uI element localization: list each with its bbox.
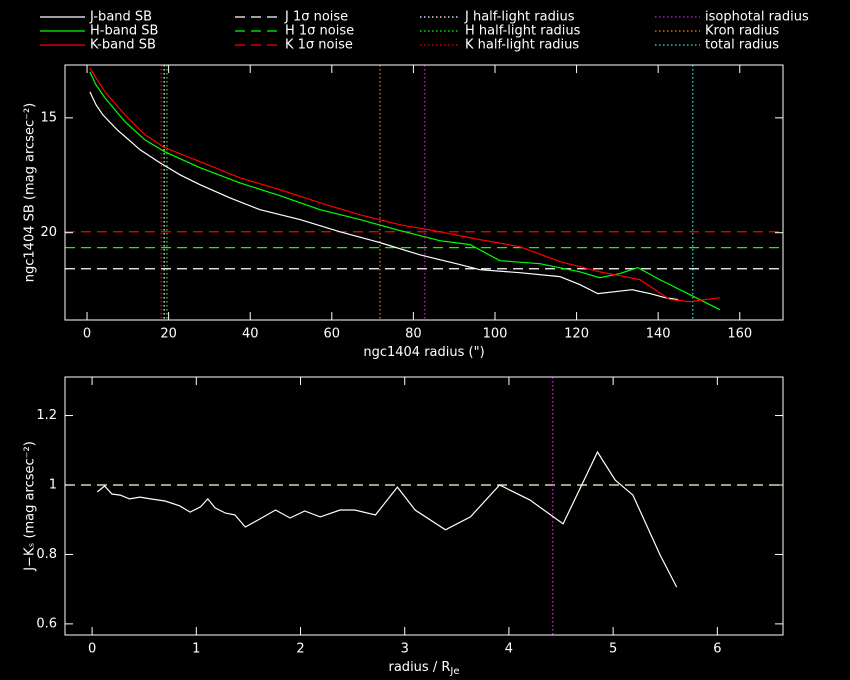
legend-label: H-band SB — [90, 24, 158, 39]
x-tick-label: 160 — [727, 327, 752, 342]
legend-label: H half-light radius — [465, 24, 581, 39]
y-tick-label: 0.6 — [36, 616, 57, 631]
x-axis-label: radius / RJe — [389, 660, 460, 678]
y-tick-label: 1 — [49, 477, 57, 492]
x-tick-label: 60 — [324, 327, 341, 342]
legend-label: K-band SB — [90, 38, 156, 53]
legend-label: H 1σ noise — [285, 24, 354, 39]
y-axis-label: J−Kₛ (mag arcsec⁻²) — [23, 441, 38, 572]
x-axis-label-text: radius / R — [389, 660, 451, 675]
legend-label: K 1σ noise — [285, 38, 353, 53]
x-tick-label: 6 — [713, 642, 721, 657]
legend-label: isophotal radius — [705, 10, 809, 25]
x-tick-label: 2 — [296, 642, 304, 657]
x-tick-label: 100 — [483, 327, 508, 342]
y-tick-label: 15 — [40, 110, 57, 125]
plot-area — [65, 65, 783, 320]
legend-label: J half-light radius — [464, 10, 575, 25]
x-tick-label: 40 — [242, 327, 259, 342]
x-tick-label: 0 — [88, 642, 96, 657]
x-axis-label-text: ngc1404 radius (") — [363, 345, 484, 360]
legend-label: J 1σ noise — [284, 10, 348, 25]
x-tick-label: 4 — [505, 642, 513, 657]
x-axis-label-subscript: Je — [449, 666, 459, 677]
x-tick-label: 3 — [401, 642, 409, 657]
data-line — [89, 71, 721, 311]
axes-frame — [64, 64, 784, 321]
y-tick-label: 1.2 — [36, 408, 57, 423]
legend-label: Kron radius — [705, 24, 779, 39]
x-tick-label: 5 — [609, 642, 617, 657]
x-tick-label: 0 — [83, 327, 91, 342]
x-tick-label: 120 — [564, 327, 589, 342]
legend-label: total radius — [705, 38, 779, 53]
data-line — [96, 450, 678, 588]
x-axis-label: ngc1404 radius (") — [363, 345, 484, 360]
legend-label: J-band SB — [89, 10, 152, 25]
data-line — [89, 91, 679, 301]
legend-label: K half-light radius — [465, 38, 579, 53]
y-axis-label: ngc1404 SB (mag arcsec⁻²) — [23, 103, 38, 282]
x-tick-label: 20 — [160, 327, 177, 342]
plot-area — [65, 377, 783, 635]
x-tick-label: 1 — [192, 642, 200, 657]
y-tick-label: 0.8 — [36, 547, 57, 562]
data-line — [89, 67, 720, 303]
x-tick-label: 80 — [405, 327, 422, 342]
x-tick-label: 140 — [646, 327, 671, 342]
axes-frame — [64, 376, 784, 636]
y-tick-label: 20 — [40, 225, 57, 240]
